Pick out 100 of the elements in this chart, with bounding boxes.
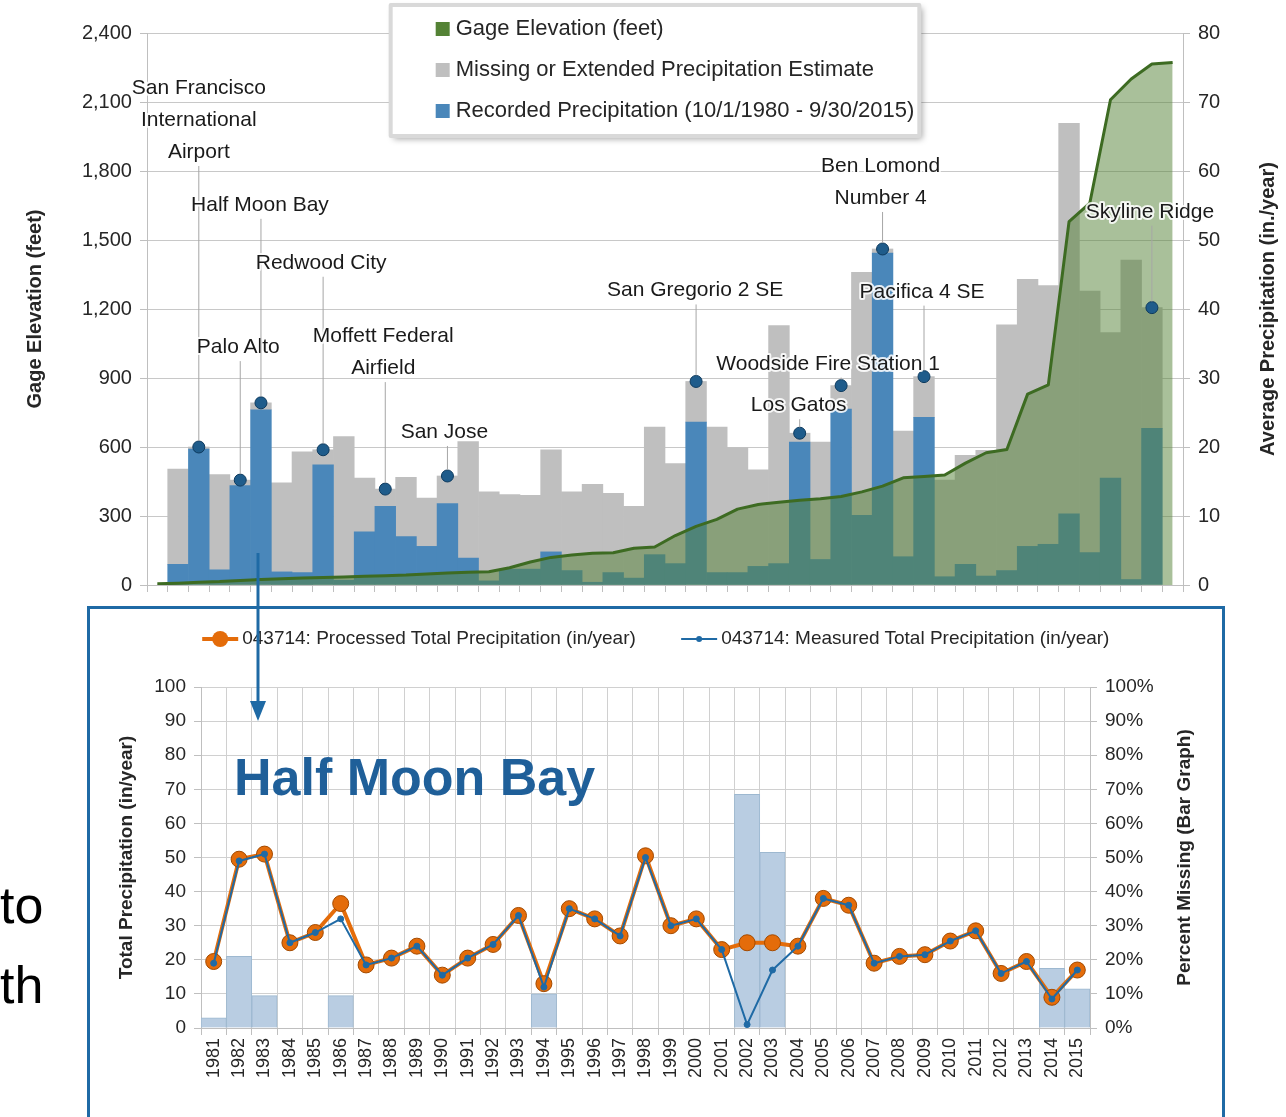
bar — [892, 430, 914, 558]
data-label: Ben Lomond Number 4 — [821, 152, 941, 208]
bar — [685, 381, 707, 423]
data-label: Skyline Ridge — [1085, 198, 1215, 222]
y2-tick-label: 90% — [1105, 709, 1144, 731]
y2-tick-label: 30 — [1198, 365, 1221, 388]
y-tick-label: 1,800 — [81, 158, 132, 181]
y-tick-label: 600 — [98, 434, 132, 457]
x-tick-label: 2011 — [964, 1038, 985, 1077]
x-tick-label: 1986 — [329, 1038, 350, 1079]
x-tick-label: 1991 — [456, 1038, 477, 1079]
point — [1145, 301, 1159, 315]
y2-tick-label: 80% — [1105, 743, 1144, 765]
data-label: Moffett Federal Airfield — [312, 323, 454, 379]
y2-tick-label: 40 — [1198, 296, 1221, 319]
x-tick-label: 1990 — [431, 1038, 452, 1079]
y2-tick-label: 60 — [1198, 158, 1221, 181]
point — [192, 440, 206, 454]
x-tick-label: 1984 — [278, 1038, 299, 1079]
y2-tick-label: 100% — [1105, 675, 1154, 697]
point — [738, 934, 756, 952]
x-tick-label: 2014 — [1040, 1038, 1061, 1079]
y2-tick-label: 10 — [1198, 503, 1221, 526]
text: Half Moon Bay — [234, 748, 596, 806]
point — [876, 242, 890, 256]
legend-label: Gage Elevation (feet) — [455, 15, 664, 41]
y-tick-label: 0 — [120, 572, 132, 595]
data-label: Half Moon Bay — [191, 191, 330, 215]
x-tick-label: 1987 — [355, 1038, 376, 1079]
data-label: San Jose — [400, 418, 489, 442]
x-tick-label: 1981 — [202, 1038, 223, 1079]
x-tick-label: 1983 — [253, 1038, 274, 1079]
point — [917, 370, 931, 384]
x-tick-label: 2010 — [939, 1038, 960, 1079]
x-tick-label: 2007 — [863, 1038, 884, 1079]
y-tick-label: 2,100 — [81, 89, 132, 112]
y2-tick-label: 0% — [1105, 1016, 1133, 1038]
y2-axis-title: Percent Missing (Bar Graph) — [1173, 729, 1195, 986]
x-tick-label: 2004 — [786, 1038, 807, 1079]
y2-tick-label: 20 — [1198, 434, 1221, 457]
y-tick-label: 50 — [164, 845, 186, 867]
y-tick-label: 100 — [154, 675, 186, 697]
y-tick-label: 1,500 — [81, 227, 132, 250]
x-tick-label: 1999 — [659, 1038, 680, 1079]
x-tick-label: 2003 — [761, 1038, 782, 1079]
y-tick-label: 40 — [164, 879, 186, 901]
y-tick-label: 0 — [175, 1016, 186, 1038]
y-tick-label: 90 — [164, 709, 186, 731]
y2-tick-label: 0 — [1198, 572, 1210, 595]
y-tick-label: 20 — [164, 948, 186, 970]
x-tick-label: 1998 — [634, 1038, 655, 1079]
y2-tick-label: 40% — [1105, 879, 1144, 901]
y-axis-title: Gage Elevation (feet) — [22, 209, 45, 409]
x-tick-label: 2001 — [710, 1038, 731, 1079]
data-label: San Francisco International Airport — [131, 75, 266, 162]
y-tick-label: 1,200 — [81, 296, 132, 319]
legend-label: 043714: Measured Total Precipitation (in/year) — [721, 627, 1110, 649]
y-tick-label: 70 — [164, 777, 186, 799]
x-tick-label: 1992 — [482, 1038, 503, 1079]
x-tick-label: 1997 — [609, 1038, 630, 1079]
x-tick-label: 1994 — [532, 1038, 553, 1079]
x-tick-label: 2009 — [913, 1038, 934, 1079]
x-tick-label: 2008 — [888, 1038, 909, 1079]
y2-axis-title: Average Precipitation (in./year) — [1255, 162, 1278, 456]
y2-tick-label: 60% — [1105, 811, 1144, 833]
point — [834, 379, 848, 393]
y2-tick-label: 20% — [1105, 948, 1144, 970]
y-tick-label: 2,400 — [81, 20, 132, 43]
y2-tick-label: 70 — [1198, 89, 1221, 112]
data-label: Los Gatos — [750, 392, 847, 416]
y2-tick-label: 70% — [1105, 777, 1144, 799]
x-tick-label: 2012 — [990, 1038, 1011, 1079]
point — [793, 426, 807, 440]
point — [254, 396, 268, 410]
legend-label: Recorded Precipitation (10/1/1980 - 9/30/2015) — [455, 97, 915, 123]
point — [689, 374, 703, 388]
x-tick-label: 2013 — [1015, 1038, 1036, 1079]
bar — [809, 441, 832, 560]
data-label: Palo Alto — [196, 334, 280, 358]
legend-label: Missing or Extended Precipitation Estimate — [455, 56, 874, 82]
y2-tick-label: 80 — [1198, 20, 1221, 43]
x-tick-label: 2005 — [812, 1038, 833, 1079]
x-tick-label: 1993 — [507, 1038, 528, 1079]
x-tick-label: 2015 — [1066, 1038, 1087, 1079]
x-tick-label: 1996 — [583, 1038, 604, 1079]
point — [764, 934, 781, 952]
point — [332, 895, 350, 913]
y-tick-label: 60 — [164, 811, 186, 833]
y-tick-label: 30 — [164, 913, 186, 935]
x-tick-label: 2000 — [685, 1038, 706, 1079]
data-label: San Gregorio 2 SE — [606, 277, 784, 301]
point — [378, 482, 392, 496]
y2-tick-label: 50 — [1198, 227, 1221, 250]
y-tick-label: 80 — [164, 743, 186, 765]
y-tick-label: 10 — [164, 982, 186, 1004]
x-tick-label: 1995 — [558, 1038, 579, 1079]
x-tick-label: 1982 — [228, 1038, 249, 1079]
point — [743, 1021, 751, 1028]
point — [440, 469, 454, 483]
text: th — [0, 955, 44, 1015]
